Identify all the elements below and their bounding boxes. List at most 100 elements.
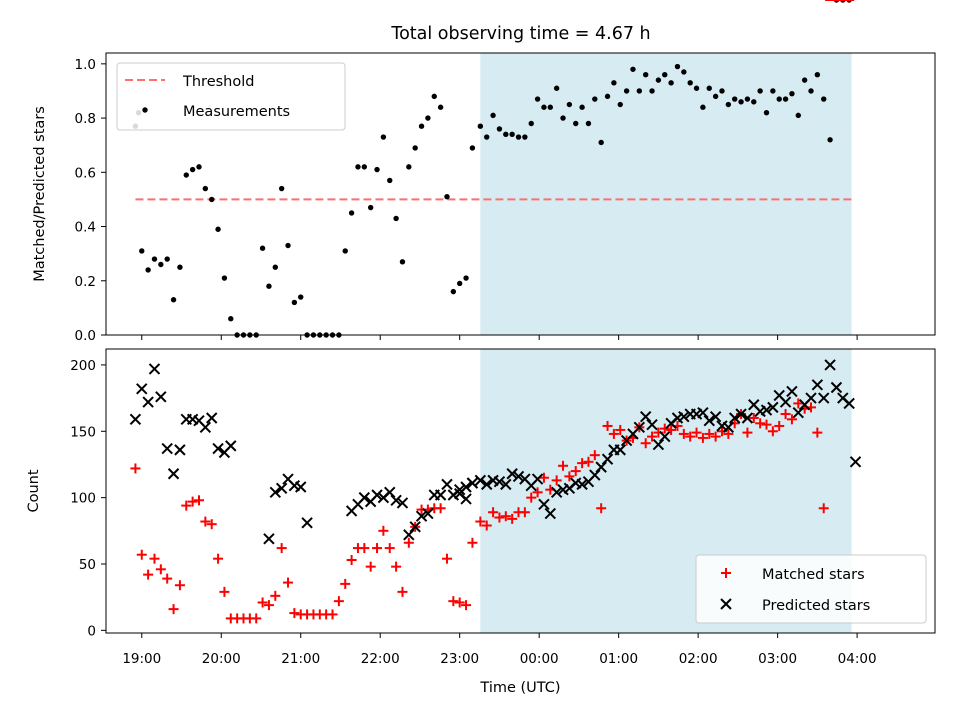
- matched-star-point: [723, 428, 734, 439]
- bottom-legend: Matched stars Predicted stars: [695, 554, 927, 624]
- matched-star-point: [500, 511, 511, 522]
- predicted-star-point: [269, 486, 282, 499]
- matched-star-point: [558, 460, 569, 471]
- predicted-star-point: [709, 410, 722, 423]
- matched-star-point: [384, 543, 395, 554]
- top-axis-ticks: 0.0 0.2 0.4 0.6 0.8 1.0: [75, 57, 858, 344]
- matched-star-point: [143, 569, 154, 580]
- measurement-point: [541, 104, 547, 110]
- top-y-tick-label: 0.2: [75, 274, 96, 290]
- predicted-star-point: [818, 392, 830, 404]
- predicted-star-point: [225, 440, 237, 452]
- measurement-point: [553, 85, 560, 91]
- matched-star-point: [263, 600, 274, 611]
- measurement-point: [139, 248, 145, 254]
- matched-star-point: [213, 553, 224, 564]
- measurement-point: [604, 93, 611, 100]
- predicted-star-point: [481, 478, 493, 491]
- measurement-point: [374, 166, 380, 173]
- measurement-point: [534, 96, 541, 102]
- predicted-star-point: [174, 444, 186, 456]
- legend-threshold-label: Threshold: [182, 74, 254, 90]
- measurement-point: [573, 120, 579, 127]
- x-tick-label: 23:00: [440, 651, 479, 667]
- predicted-star-point: [422, 507, 434, 520]
- predicted-star-point: [843, 397, 855, 410]
- matched-star-point: [774, 420, 785, 431]
- measurement-point: [361, 164, 368, 170]
- matched-star-point: [615, 424, 626, 435]
- measurement-point: [776, 96, 782, 102]
- measurement-point: [437, 104, 444, 110]
- measurement-point: [503, 131, 509, 138]
- measurement-point: [821, 96, 827, 102]
- x-tick-label: 01:00: [599, 651, 638, 667]
- measurement-point: [291, 299, 298, 306]
- predicted-star-point: [167, 468, 180, 480]
- predicted-star-point: [779, 396, 792, 408]
- measurement-point: [399, 259, 406, 265]
- measurement-point: [387, 177, 393, 184]
- bottom-legend-box: [695, 554, 927, 624]
- bottom-axis-ticks: 19:00 20:00 21:00 22:00 23:00 00:00 01:00 02:00…: [70, 358, 876, 667]
- bottom-series: [129, 0, 862, 624]
- measurement-point: [444, 194, 450, 200]
- measurement-point: [170, 297, 177, 303]
- measurement-point: [592, 96, 598, 102]
- predicted-star-point: [295, 481, 307, 493]
- measurement-point: [566, 101, 573, 108]
- matched-star-point: [704, 428, 715, 439]
- measurement-point: [431, 93, 437, 100]
- measurement-point: [706, 85, 712, 91]
- top-legend-box: [116, 62, 346, 131]
- predicted-star-point: [206, 412, 218, 424]
- matched-star-point: [640, 438, 651, 449]
- measurement-point: [751, 99, 757, 105]
- x-tick-label: 02:00: [679, 651, 718, 667]
- predicted-star-point: [792, 406, 804, 419]
- bottom-y-tick-label: 0: [87, 623, 96, 639]
- matched-star-point: [340, 578, 351, 589]
- matched-star-point: [193, 495, 204, 506]
- predicted-star-point: [639, 410, 652, 423]
- measurement-point: [221, 275, 228, 281]
- top-y-tick-label: 0.4: [75, 220, 96, 236]
- x-tick-label: 20:00: [202, 651, 241, 667]
- matched-star-point: [488, 507, 499, 518]
- matched-star-point: [448, 596, 459, 607]
- matched-star-point: [666, 424, 677, 435]
- measurement-point: [380, 134, 387, 140]
- measurement-point: [763, 109, 770, 116]
- measurement-point: [585, 120, 592, 127]
- top-panel: 0.0 0.2 0.4 0.6 0.8 1.0 Matched/Predicted sta…: [32, 0, 936, 344]
- matched-star-point: [174, 580, 185, 591]
- top-y-tick-label: 0.8: [75, 111, 96, 127]
- measurement-point: [412, 145, 418, 151]
- predicted-star-point: [199, 421, 212, 434]
- bottom-y-tick-label: 150: [70, 424, 96, 440]
- measurement-point: [744, 96, 751, 102]
- matched-star-point: [755, 418, 766, 429]
- measurement-point: [183, 172, 189, 178]
- x-tick-label: 19:00: [122, 651, 161, 667]
- matched-star-point: [149, 553, 160, 564]
- measurement-point: [259, 245, 266, 251]
- predicted-star-point: [614, 444, 626, 456]
- measurement-point: [456, 280, 463, 287]
- measurement-point: [145, 267, 151, 273]
- matched-star-point: [748, 413, 759, 424]
- matched-star-point: [168, 604, 179, 615]
- predicted-star-point: [811, 379, 824, 391]
- measurement-point: [202, 185, 209, 192]
- matched-star-point: [780, 409, 791, 420]
- predicted-star-point: [741, 412, 754, 424]
- measurement-point: [655, 77, 662, 83]
- measurement-point: [342, 248, 348, 254]
- measurement-point: [469, 145, 476, 151]
- predicted-star-point: [589, 469, 601, 481]
- legend-measurements-label: Measurements: [183, 104, 290, 120]
- matched-star-point: [697, 432, 708, 443]
- measurement-point: [298, 294, 304, 300]
- predicted-star-point: [474, 474, 487, 487]
- matched-star-point: [365, 561, 376, 572]
